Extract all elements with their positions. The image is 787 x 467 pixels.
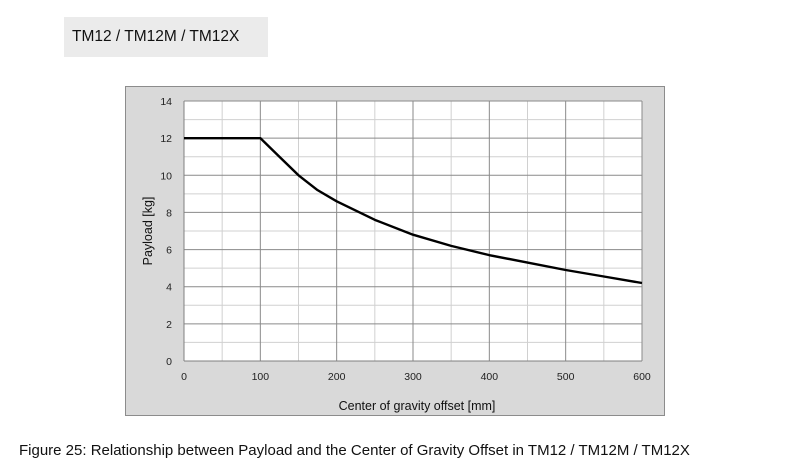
x-tick-label: 500 bbox=[557, 371, 575, 383]
model-title: TM12 / TM12M / TM12X bbox=[72, 28, 240, 45]
y-tick-label: 6 bbox=[166, 245, 172, 257]
y-tick-label: 12 bbox=[160, 133, 172, 145]
y-axis-title: Payload [kg] bbox=[141, 197, 155, 266]
y-tick-label: 0 bbox=[166, 356, 172, 368]
y-tick-label: 14 bbox=[160, 96, 172, 108]
y-tick-label: 4 bbox=[166, 282, 172, 294]
payload-curve bbox=[184, 136, 643, 285]
x-tick-label: 200 bbox=[328, 371, 346, 383]
chart-frame: 0 100 200 300 400 500 600 0 2 4 6 8 10 12 14 Center of … bbox=[125, 86, 665, 416]
x-axis-title: Center of gravity offset [mm] bbox=[339, 399, 496, 413]
y-tick-label: 8 bbox=[166, 207, 172, 219]
x-tick-label: 100 bbox=[252, 371, 270, 383]
x-tick-label: 600 bbox=[633, 371, 651, 383]
x-tick-label: 300 bbox=[404, 371, 422, 383]
x-tick-label: 0 bbox=[181, 371, 187, 383]
y-tick-label: 10 bbox=[160, 170, 172, 182]
x-tick-label: 400 bbox=[481, 371, 499, 383]
y-tick-label: 2 bbox=[166, 319, 172, 331]
model-header: TM12 / TM12M / TM12X bbox=[64, 17, 268, 57]
figure-caption: Figure 25: Relationship between Payload … bbox=[19, 442, 690, 459]
payload-chart: 0 100 200 300 400 500 600 0 2 4 6 8 10 12 14 Center of … bbox=[141, 96, 651, 413]
